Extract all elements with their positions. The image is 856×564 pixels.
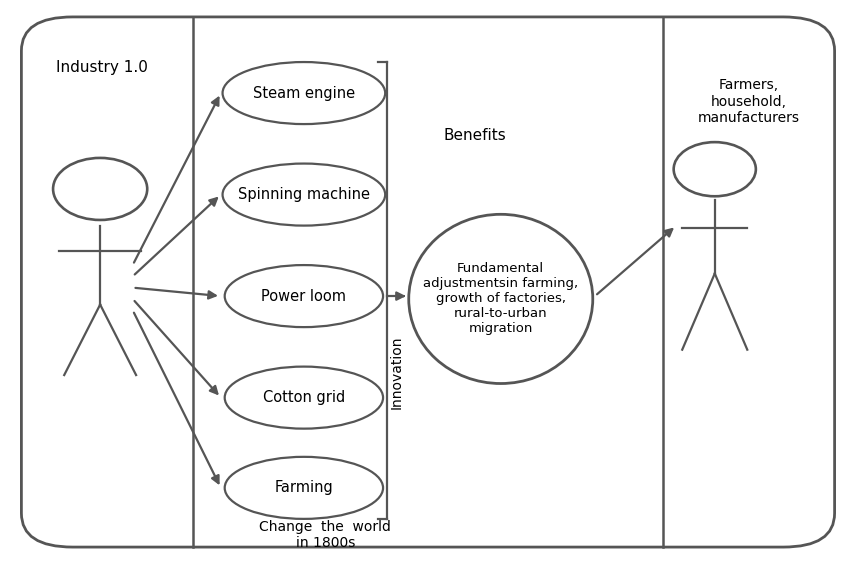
Ellipse shape xyxy=(409,214,592,384)
Text: Farming: Farming xyxy=(275,481,333,495)
Text: Fundamental
adjustmentsin farming,
growth of factories,
rural-to-urban
migration: Fundamental adjustmentsin farming, growt… xyxy=(423,262,579,336)
Text: Power loom: Power loom xyxy=(261,289,347,303)
FancyBboxPatch shape xyxy=(21,17,835,547)
Ellipse shape xyxy=(223,164,385,226)
Text: Industry 1.0: Industry 1.0 xyxy=(56,60,147,75)
Text: Innovation: Innovation xyxy=(389,336,403,409)
Ellipse shape xyxy=(224,367,383,429)
Text: Benefits: Benefits xyxy=(443,128,507,143)
Ellipse shape xyxy=(224,457,383,519)
Ellipse shape xyxy=(224,265,383,327)
Text: Steam engine: Steam engine xyxy=(253,86,355,100)
Text: Change  the  world
in 1800s: Change the world in 1800s xyxy=(259,519,391,550)
Text: Spinning machine: Spinning machine xyxy=(238,187,370,202)
Circle shape xyxy=(53,158,147,220)
Text: Farmers,
household,
manufacturers: Farmers, household, manufacturers xyxy=(698,78,800,125)
Text: Cotton grid: Cotton grid xyxy=(263,390,345,405)
Ellipse shape xyxy=(223,62,385,124)
Circle shape xyxy=(674,142,756,196)
